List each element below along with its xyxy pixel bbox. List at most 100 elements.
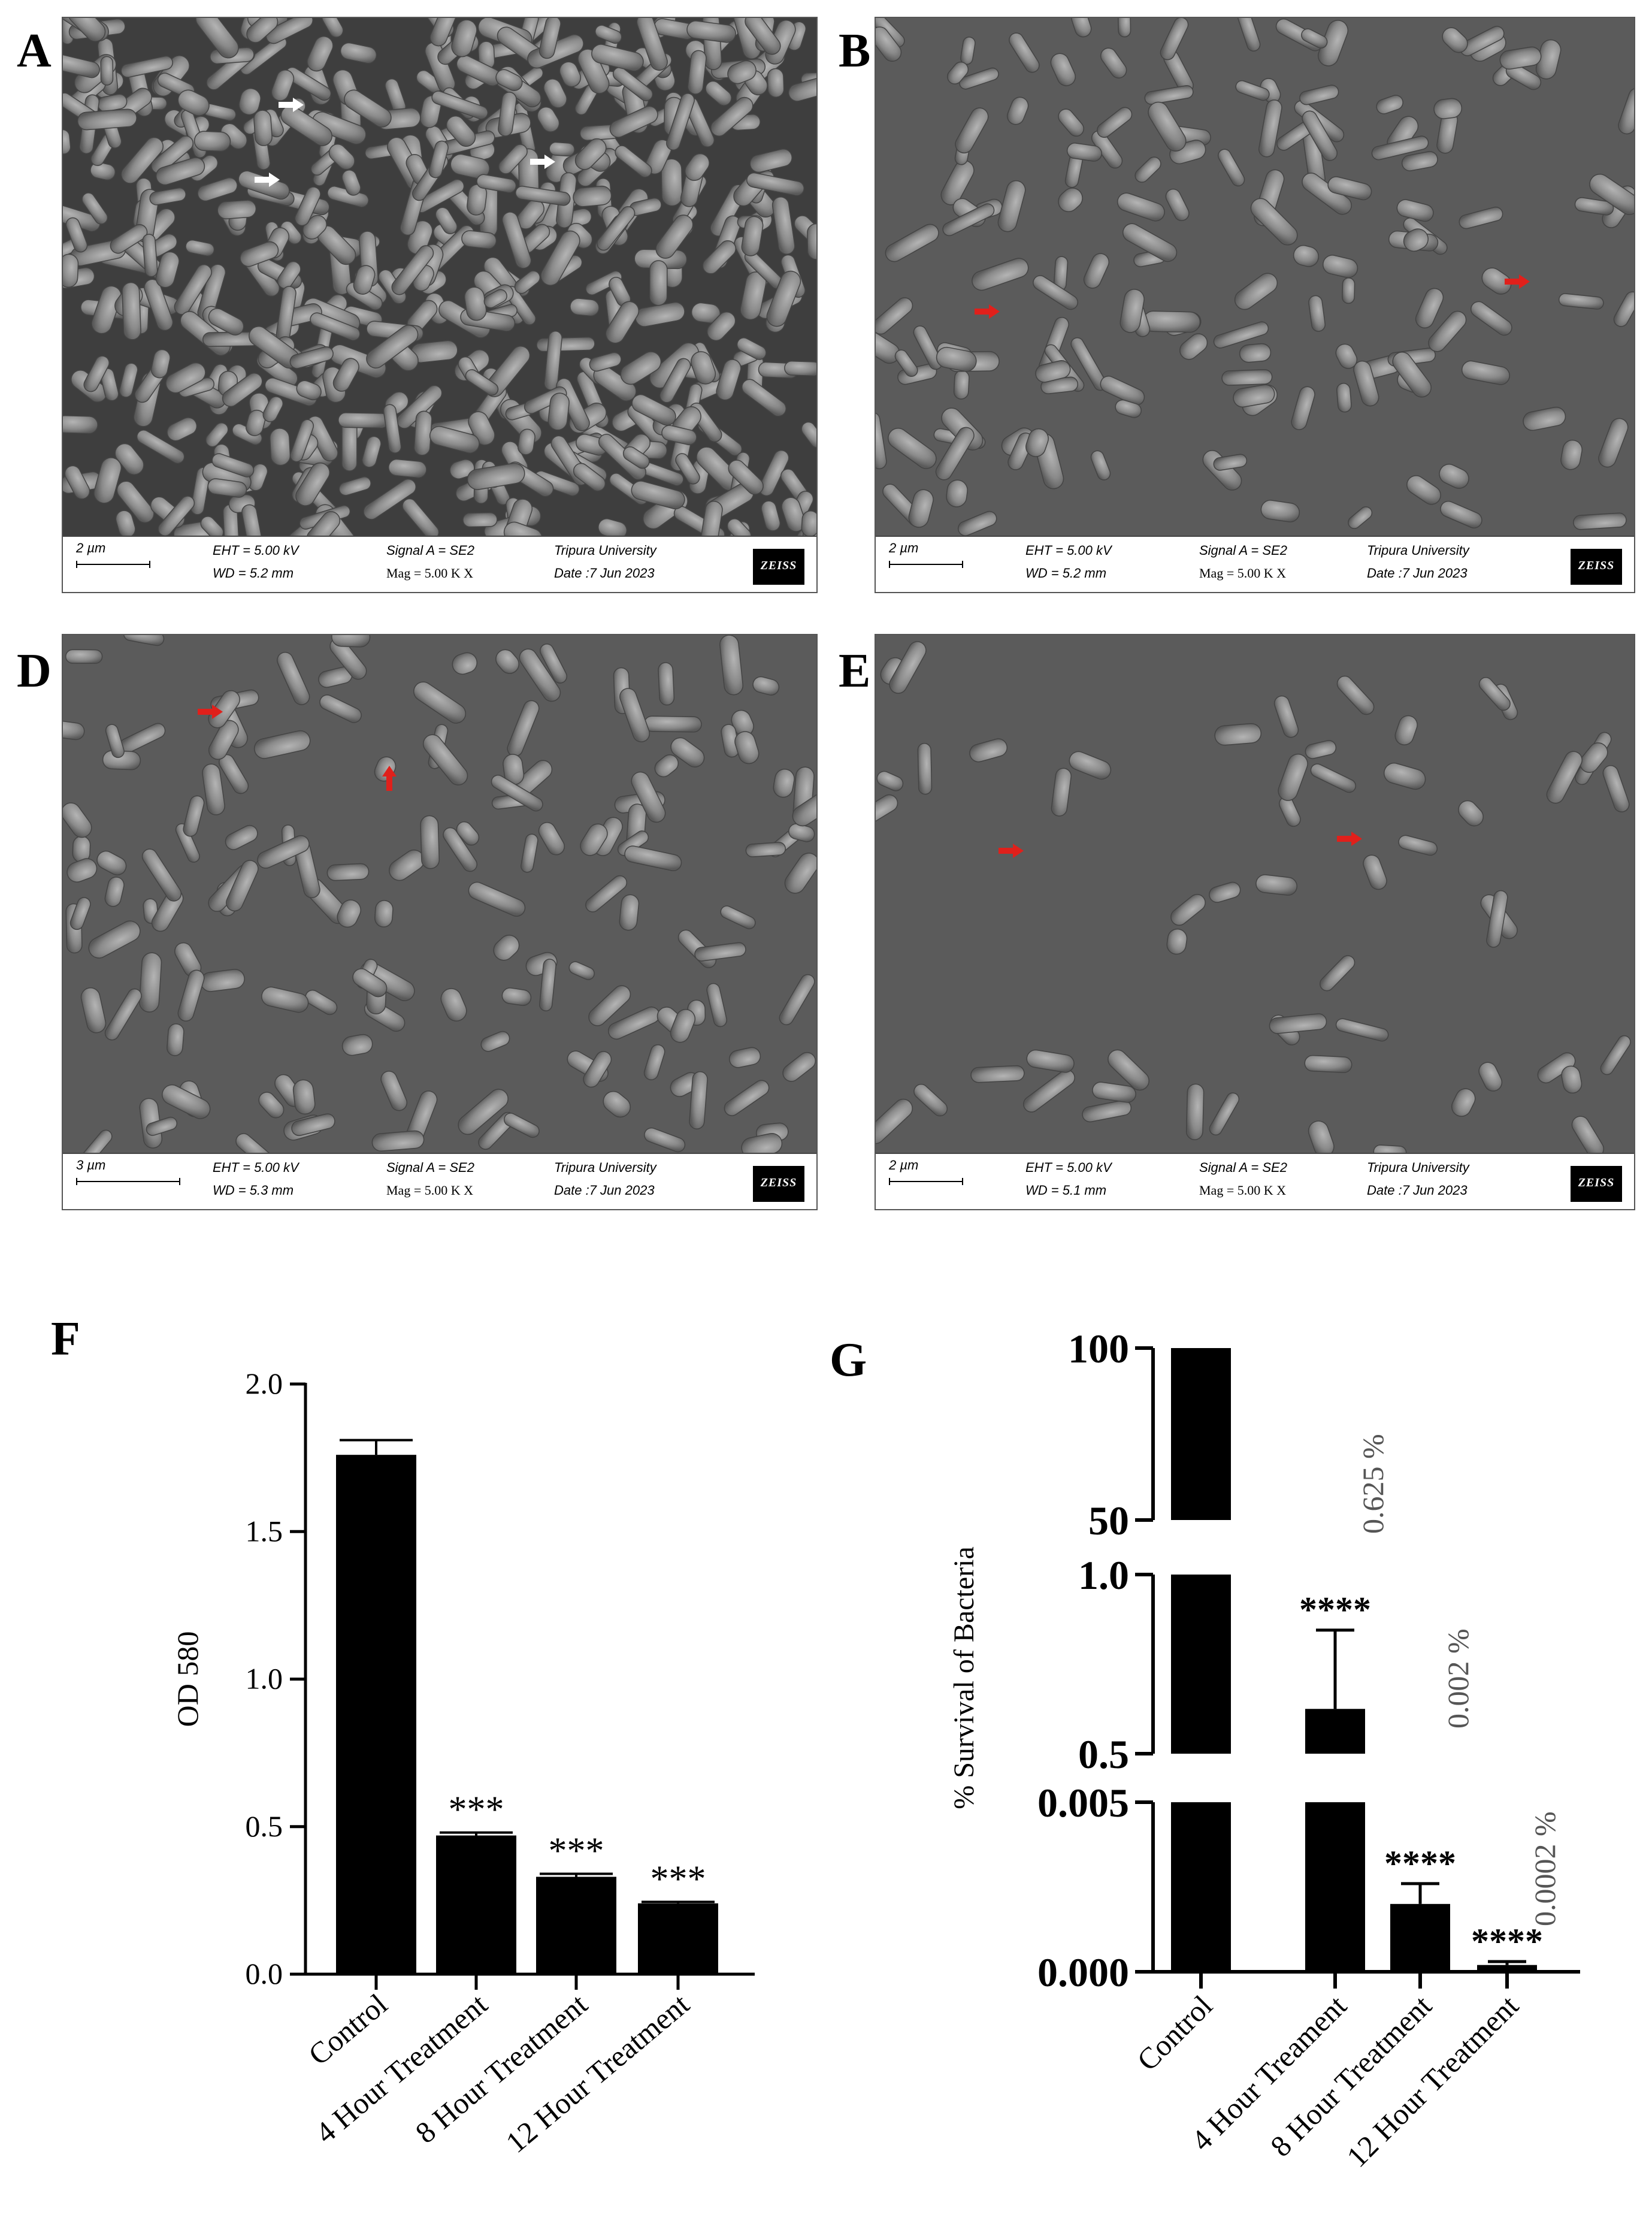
bacterium-cell — [1573, 512, 1627, 530]
bacterium-cell — [363, 478, 417, 520]
bacterium-cell — [307, 35, 334, 72]
bacterium-cell — [277, 261, 301, 289]
bacterium-cell — [876, 297, 913, 335]
bacterium-cell — [104, 988, 142, 1041]
date-label: Date :7 Jun 2023 — [554, 1183, 655, 1198]
bacterium-cell — [1433, 98, 1463, 119]
x-tick-label: 8 Hour Treatment — [1264, 1989, 1438, 2163]
bacterium-cell — [66, 858, 98, 883]
bacterium-cell — [1589, 173, 1634, 215]
bacterium-cell — [597, 206, 636, 251]
bacterium-cell — [235, 1133, 273, 1154]
bacterium-cell — [644, 1127, 686, 1153]
bacterium-cell — [876, 794, 898, 828]
annotation-arrow — [975, 304, 1000, 319]
bacterium-cell — [65, 217, 88, 253]
bacterium-cell — [1558, 293, 1604, 310]
bacterium-cell — [655, 214, 694, 259]
bacterium-cell — [1083, 253, 1110, 289]
bacterium-cell — [88, 920, 141, 959]
bacterium-cell — [462, 512, 498, 528]
bacterium-cell — [1035, 360, 1071, 383]
bacterium-cell — [291, 1113, 335, 1137]
bacterium-cell — [305, 989, 338, 1016]
bacterium-cell — [649, 260, 668, 306]
bacterium-cell — [792, 788, 816, 827]
bacterium-cell — [195, 18, 239, 59]
mag-label: Mag = 5.00 K X — [1199, 1183, 1287, 1198]
y-tick-label: 0.005 — [1037, 1780, 1129, 1826]
bacterium-cell — [1260, 500, 1300, 522]
bacterium-cell — [96, 850, 127, 876]
bacterium-cell — [120, 137, 164, 184]
bacterium-cell — [1006, 96, 1029, 125]
bacterium-cell — [361, 436, 382, 468]
bacterium-cell — [340, 42, 377, 64]
bacterium-cell — [1571, 1116, 1605, 1154]
bar-segment — [1171, 1802, 1231, 1972]
bacterium-cell — [491, 774, 543, 812]
bacterium-cell — [588, 985, 631, 1026]
bacterium-cell — [452, 652, 478, 675]
scale-bar — [76, 561, 150, 568]
bacterium-cell — [1058, 108, 1084, 137]
signal-label: Signal A = SE2 — [1199, 543, 1287, 558]
bacterium-cell — [521, 833, 538, 873]
bacterium-cell — [544, 330, 562, 391]
bacterium-cell — [1026, 1049, 1075, 1073]
bacterium-cell — [428, 140, 449, 179]
bacterium-cell — [374, 900, 394, 927]
panel-label-f: F — [51, 1313, 80, 1365]
bacterium-cell — [296, 380, 322, 401]
bacterium-cell — [280, 105, 332, 146]
bacterium-cell — [167, 1023, 184, 1056]
bacterium-cell — [211, 453, 255, 478]
institution-label: Tripura University — [1367, 543, 1469, 558]
bacterium-cell — [1185, 1083, 1205, 1141]
bacterium-cell — [876, 1098, 913, 1144]
mag-label: Mag = 5.00 K X — [1199, 566, 1287, 581]
bacterium-cell — [1082, 1099, 1132, 1123]
bacterium-cell — [888, 428, 937, 469]
bacterium-cell — [150, 349, 171, 379]
bacterium-cell — [217, 200, 257, 219]
scale-label: 2 µm — [76, 540, 106, 555]
bacterium-cell — [603, 1090, 631, 1118]
bacterium-cell — [700, 500, 723, 537]
bacterium-cell — [1499, 46, 1542, 70]
x-tick-label: 12 Hour Treatment — [500, 1987, 696, 2159]
bacterium-cell — [1371, 135, 1429, 161]
eht-label: EHT = 5.00 kV — [1025, 1160, 1112, 1175]
bacterium-cell — [784, 360, 816, 377]
bacterium-cell — [495, 649, 520, 674]
bacterium-cell — [605, 301, 640, 344]
bacterium-cell — [936, 346, 977, 372]
bacterium-cell — [752, 676, 780, 696]
bacterium-cell — [1233, 384, 1275, 408]
bacterium-cell — [1308, 295, 1326, 332]
bacterium-cell — [724, 1080, 770, 1116]
bacterium-cell — [1618, 87, 1634, 135]
bacterium-cell — [321, 18, 344, 38]
sem-info-bar: 2 µm EHT = 5.00 kV WD = 5.1 mm Signal A = S… — [876, 1153, 1634, 1209]
bacterium-cell — [784, 853, 816, 894]
bacterium-cell — [200, 516, 224, 537]
date-label: Date :7 Jun 2023 — [1367, 1183, 1468, 1198]
bacterium-cell — [573, 463, 606, 492]
bacterium-cell — [495, 69, 523, 91]
bacterium-cell — [264, 377, 317, 406]
bacterium-cell — [779, 974, 815, 1026]
bacterium-cell — [771, 196, 795, 255]
bacterium-cell — [1348, 506, 1373, 529]
bacterium-cell — [1209, 1092, 1240, 1136]
bacterium-cell — [319, 694, 362, 723]
bacterium-cell — [1144, 85, 1194, 105]
bacterium-cell — [661, 425, 697, 446]
bacterium-cell — [226, 860, 259, 912]
bacterium-cell — [413, 681, 467, 724]
bacterium-cell — [1560, 439, 1583, 470]
bacterium-cell — [658, 662, 675, 706]
bacterium-cell — [93, 457, 122, 504]
bacterium-cell — [631, 771, 666, 823]
bacterium-cell — [1403, 228, 1429, 252]
